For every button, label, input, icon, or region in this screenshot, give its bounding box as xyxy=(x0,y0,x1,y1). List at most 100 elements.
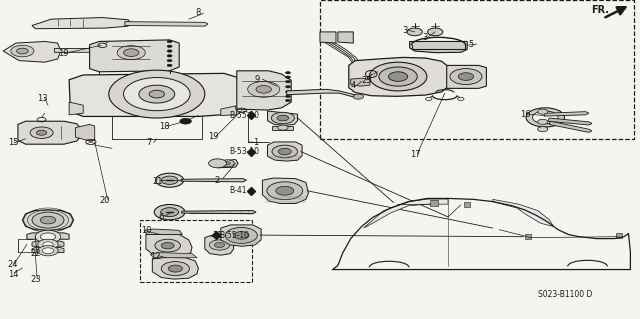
Text: 8: 8 xyxy=(195,8,200,17)
Polygon shape xyxy=(218,160,238,168)
Bar xyxy=(140,220,252,282)
Circle shape xyxy=(109,70,205,118)
Circle shape xyxy=(106,47,118,53)
Polygon shape xyxy=(182,211,256,214)
Circle shape xyxy=(168,265,182,272)
Text: 12: 12 xyxy=(150,252,161,261)
Text: B-55-10: B-55-10 xyxy=(229,111,259,120)
Circle shape xyxy=(407,28,422,36)
Circle shape xyxy=(276,186,294,195)
Text: 2: 2 xyxy=(214,176,220,185)
Polygon shape xyxy=(237,71,291,110)
Circle shape xyxy=(224,162,230,165)
Circle shape xyxy=(167,55,172,57)
Circle shape xyxy=(214,242,225,248)
Polygon shape xyxy=(125,22,208,26)
Polygon shape xyxy=(150,253,197,258)
Text: 25: 25 xyxy=(362,76,372,85)
Circle shape xyxy=(278,125,288,130)
Polygon shape xyxy=(32,248,64,253)
Polygon shape xyxy=(320,32,336,43)
Bar xyxy=(616,233,622,238)
Text: 14: 14 xyxy=(8,270,18,279)
Text: FR.: FR. xyxy=(591,5,609,15)
Circle shape xyxy=(285,80,291,83)
Polygon shape xyxy=(351,78,370,86)
Circle shape xyxy=(538,109,548,114)
Circle shape xyxy=(220,160,234,167)
Circle shape xyxy=(32,212,64,228)
Circle shape xyxy=(267,182,303,200)
Circle shape xyxy=(353,94,364,99)
Text: 15: 15 xyxy=(8,138,18,147)
Circle shape xyxy=(278,148,291,155)
Text: 17: 17 xyxy=(410,150,420,159)
Circle shape xyxy=(209,159,227,168)
Circle shape xyxy=(271,112,294,124)
Circle shape xyxy=(450,69,482,85)
Text: B-53-10: B-53-10 xyxy=(229,147,259,156)
Text: 4: 4 xyxy=(351,81,356,90)
Text: 1: 1 xyxy=(253,138,258,147)
Polygon shape xyxy=(205,235,234,255)
Circle shape xyxy=(277,115,289,121)
Circle shape xyxy=(167,64,172,67)
Circle shape xyxy=(124,78,190,111)
Circle shape xyxy=(426,97,432,100)
Circle shape xyxy=(225,227,257,243)
Polygon shape xyxy=(447,65,486,88)
Text: 3: 3 xyxy=(422,33,428,42)
Circle shape xyxy=(369,62,427,91)
Polygon shape xyxy=(27,233,69,239)
Text: 11: 11 xyxy=(212,231,223,240)
Polygon shape xyxy=(338,32,353,43)
Circle shape xyxy=(124,49,139,56)
Text: 19: 19 xyxy=(58,49,68,58)
Polygon shape xyxy=(548,118,592,125)
Polygon shape xyxy=(3,41,61,62)
Bar xyxy=(320,0,634,139)
Circle shape xyxy=(155,239,180,252)
Polygon shape xyxy=(69,73,242,116)
Text: 3: 3 xyxy=(402,26,407,35)
Circle shape xyxy=(35,230,61,243)
Circle shape xyxy=(38,239,58,249)
Bar xyxy=(464,202,470,207)
Polygon shape xyxy=(69,102,83,115)
Polygon shape xyxy=(146,234,192,257)
Polygon shape xyxy=(144,229,182,234)
Text: 7: 7 xyxy=(146,138,151,147)
Text: 18: 18 xyxy=(159,122,170,130)
Circle shape xyxy=(538,127,548,132)
Circle shape xyxy=(40,216,56,224)
Circle shape xyxy=(285,71,291,74)
Circle shape xyxy=(388,72,408,81)
Circle shape xyxy=(167,45,172,48)
Circle shape xyxy=(458,73,474,80)
Polygon shape xyxy=(272,126,293,130)
Circle shape xyxy=(234,232,249,239)
Circle shape xyxy=(139,85,175,103)
Polygon shape xyxy=(544,112,589,116)
Circle shape xyxy=(285,95,291,98)
Circle shape xyxy=(43,242,53,247)
Text: 21: 21 xyxy=(152,177,163,186)
Text: B-55-10: B-55-10 xyxy=(219,231,249,240)
Circle shape xyxy=(40,233,56,241)
Circle shape xyxy=(538,119,548,124)
Polygon shape xyxy=(54,48,112,52)
Text: 19: 19 xyxy=(208,132,218,141)
Circle shape xyxy=(117,46,145,60)
Text: 6: 6 xyxy=(159,213,164,222)
Circle shape xyxy=(154,204,185,220)
Circle shape xyxy=(209,240,230,250)
Circle shape xyxy=(428,28,443,36)
Text: 23: 23 xyxy=(31,275,42,284)
Text: 9: 9 xyxy=(255,75,260,84)
Circle shape xyxy=(161,262,189,276)
Polygon shape xyxy=(262,178,308,204)
Circle shape xyxy=(38,246,58,256)
Circle shape xyxy=(36,130,47,135)
Text: 22: 22 xyxy=(31,249,41,258)
Circle shape xyxy=(149,90,164,98)
